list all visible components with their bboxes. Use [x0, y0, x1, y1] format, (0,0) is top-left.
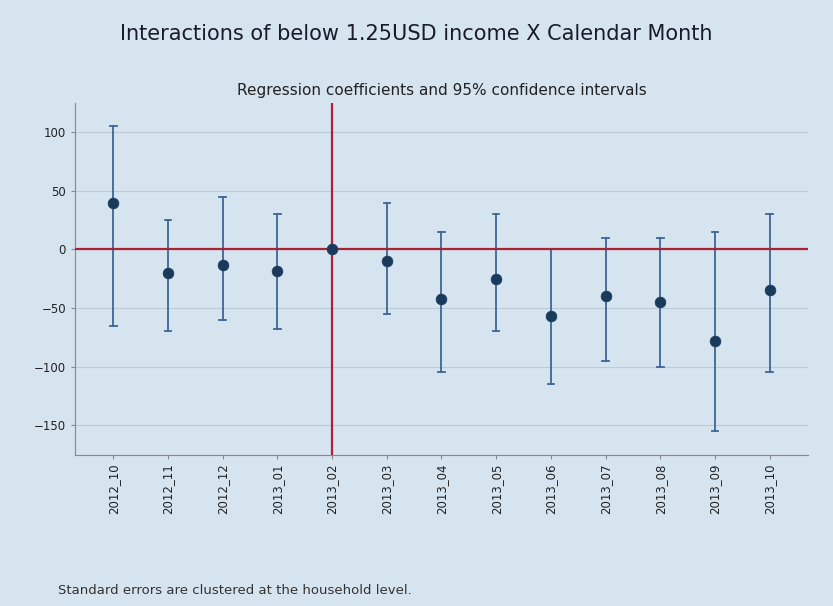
Point: [708, 336, 721, 345]
Point: [544, 311, 557, 321]
Point: [599, 291, 612, 301]
Point: [107, 198, 120, 207]
Text: Interactions of below 1.25USD income X Calendar Month: Interactions of below 1.25USD income X C…: [120, 24, 713, 44]
Point: [216, 260, 229, 270]
Point: [326, 245, 339, 255]
Point: [271, 265, 284, 275]
Point: [435, 294, 448, 304]
Text: Standard errors are clustered at the household level.: Standard errors are clustered at the hou…: [58, 584, 412, 597]
Point: [490, 274, 503, 284]
Point: [763, 285, 776, 295]
Point: [380, 256, 393, 266]
Point: [162, 268, 175, 278]
Title: Regression coefficients and 95% confidence intervals: Regression coefficients and 95% confiden…: [237, 82, 646, 98]
Point: [654, 298, 667, 307]
